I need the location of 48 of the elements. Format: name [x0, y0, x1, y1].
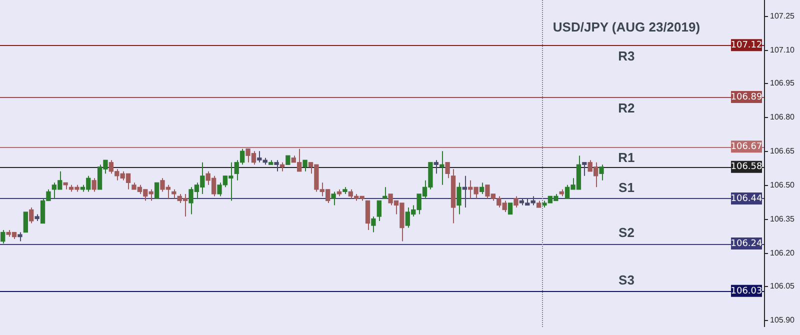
- candlestick: [0, 230, 6, 244]
- y-tick-label: 106.95: [770, 78, 796, 88]
- candlestick: [302, 160, 308, 172]
- ref-line-label: 106.58: [730, 162, 763, 172]
- candlestick: [331, 191, 336, 206]
- ref-line-label: 107.12: [730, 40, 762, 50]
- ref-line-label: 106.67: [730, 142, 762, 152]
- y-tick-label: 106.05: [770, 282, 796, 291]
- y-tick-label: 105.90: [770, 316, 796, 325]
- candlestick: [376, 200, 382, 222]
- candlestick: [479, 182, 484, 194]
- candlestick: [456, 182, 462, 215]
- candlestick: [274, 160, 279, 172]
- candlestick: [508, 202, 513, 215]
- candlestick: [371, 216, 376, 233]
- ref-line-label: 106.24: [730, 238, 763, 249]
- y-tick-label: 106.80: [770, 112, 796, 122]
- text: USD/JPY (AUG 23/2019): [552, 20, 700, 35]
- annotation: S3: [618, 272, 634, 288]
- y-tick-label: 106.50: [770, 180, 796, 190]
- ref-line-label: 106.89: [730, 92, 763, 102]
- y-tick-label: 107.10: [770, 46, 796, 55]
- candlestick: [29, 206, 34, 224]
- candlestick: [172, 188, 176, 199]
- annotation: R1: [618, 150, 635, 166]
- annotation: R2: [618, 100, 635, 116]
- candlestick: [23, 212, 28, 233]
- y-tick-label: 107.25: [770, 12, 796, 21]
- annotation: R3: [618, 48, 635, 64]
- candlestick: [154, 182, 160, 199]
- ref-line-label: 106.03: [730, 286, 762, 296]
- candlestick: [382, 186, 388, 199]
- candlestick: [514, 196, 518, 208]
- candlestick: [434, 160, 438, 174]
- candlestick: [92, 178, 96, 192]
- candlestick: [599, 164, 604, 181]
- y-tick-label: 106.35: [770, 214, 796, 224]
- ref-line-label: 106.44: [730, 194, 763, 204]
- candlestick: [582, 162, 587, 176]
- annotation: S2: [618, 225, 634, 240]
- candlestick: [445, 162, 450, 179]
- annotation: S1: [618, 180, 634, 196]
- y-tick-label: 106.20: [770, 248, 796, 258]
- candlestick: [286, 155, 290, 165]
- candlestick: [365, 200, 370, 231]
- y-tick-label: 106.65: [770, 146, 796, 156]
- candlestick: [462, 175, 467, 208]
- candlestick: [18, 232, 22, 242]
